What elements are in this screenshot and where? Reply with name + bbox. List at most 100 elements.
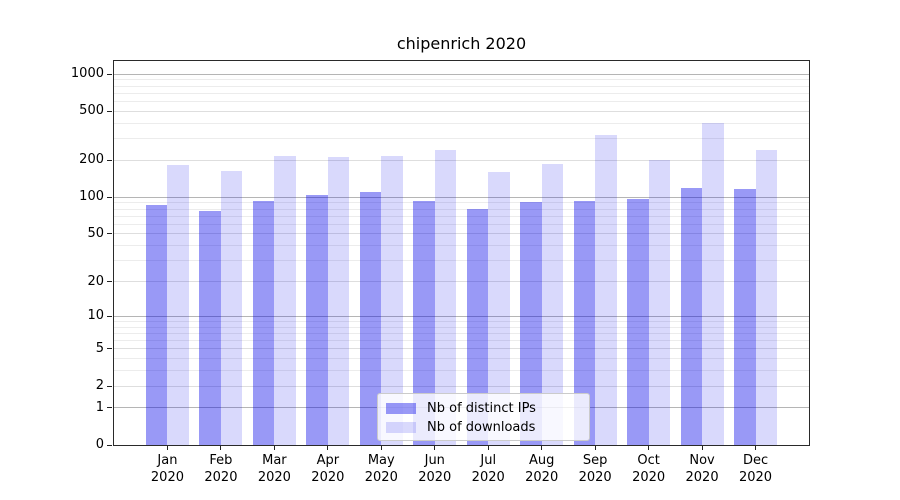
x-tick-mark [594, 446, 596, 450]
bar-distinct-ips-oct [627, 198, 649, 445]
bar-downloads-oct [648, 160, 671, 445]
legend-label-distinct-ips: Nb of distinct IPs [427, 401, 536, 416]
bar-downloads-jul [488, 172, 510, 445]
gridline-minor [114, 79, 809, 81]
x-tick-month: Mar [262, 453, 287, 468]
x-tick-mark [648, 446, 650, 450]
bar-distinct-ips-dec [734, 188, 756, 445]
x-tick-year: 2020 [418, 470, 452, 485]
x-tick-mark [166, 446, 168, 450]
bar-distinct-ips-apr [306, 195, 328, 445]
x-tick-mark [220, 446, 222, 450]
x-tick-year: 2020 [471, 470, 505, 485]
x-tick-mark [755, 446, 757, 450]
y-tick-label: 50 [87, 225, 104, 241]
gridline-minor [114, 332, 809, 334]
x-tick-label-may: May 2020 [349, 452, 413, 486]
bar-downloads-dec [755, 150, 778, 445]
x-tick-year: 2020 [364, 470, 398, 485]
gridline-minor [114, 215, 809, 217]
x-tick-year: 2020 [257, 470, 291, 485]
bar-downloads-jan [167, 165, 189, 445]
x-tick-mark [327, 446, 329, 450]
gridline-major [114, 196, 809, 198]
gridline-minor [114, 208, 809, 210]
x-tick-year: 2020 [685, 470, 719, 485]
legend-label-downloads: Nb of downloads [427, 420, 536, 435]
y-tick-label: 10 [87, 308, 104, 324]
gridline-minor [114, 101, 809, 103]
x-tick-year: 2020 [738, 470, 773, 485]
gridline-mid [114, 110, 809, 112]
y-tick-mark [107, 281, 112, 283]
gridline-minor [114, 340, 809, 342]
bar-downloads-mar [274, 155, 296, 445]
bar-distinct-ips-jan [145, 205, 168, 445]
y-tick-label: 1 [95, 399, 104, 415]
gridline-major [114, 315, 809, 317]
x-tick-label-jan: Jan 2020 [135, 452, 199, 486]
gridline-minor [114, 138, 809, 140]
gridline-minor [114, 370, 809, 372]
gridline-major [114, 73, 809, 75]
gridline-minor [114, 122, 809, 124]
x-tick-mark [380, 446, 382, 450]
y-tick-label: 5 [95, 340, 104, 356]
x-tick-month: Dec [742, 453, 769, 468]
x-tick-label-dec: Dec 2020 [724, 452, 788, 486]
bar-downloads-nov [702, 123, 724, 445]
x-tick-year: 2020 [578, 470, 612, 485]
x-tick-month: Oct [637, 453, 660, 468]
gridline-minor [114, 85, 809, 87]
y-tick-mark [107, 315, 112, 317]
x-tick-year: 2020 [525, 470, 559, 485]
x-tick-mark [541, 446, 543, 450]
plot-area: Nb of distinct IPs Nb of downloads [113, 60, 810, 446]
x-tick-month: Sep [582, 453, 608, 468]
x-tick-label-mar: Mar 2020 [242, 452, 306, 486]
gridline-mid [114, 385, 809, 387]
y-tick-label: 100 [79, 189, 104, 205]
y-tick-label: 1000 [70, 66, 104, 82]
bar-downloads-may [381, 155, 403, 445]
bar-downloads-aug [541, 163, 564, 445]
y-tick-mark [107, 159, 112, 161]
x-tick-label-nov: Nov 2020 [670, 452, 734, 486]
chart-title: chipenrich 2020 [396, 34, 527, 53]
y-tick-mark [107, 196, 112, 198]
x-tick-year: 2020 [150, 470, 184, 485]
bar-distinct-ips-jul [466, 209, 489, 445]
gridline-minor [114, 223, 809, 225]
bar-distinct-ips-mar [252, 201, 275, 445]
x-tick-month: Aug [528, 453, 555, 468]
gridline-minor [114, 358, 809, 360]
y-tick-mark [107, 348, 112, 350]
y-tick-label: 2 [95, 378, 104, 394]
y-tick-mark [107, 407, 112, 409]
x-tick-label-sep: Sep 2020 [563, 452, 627, 486]
bar-downloads-sep [595, 135, 617, 445]
x-tick-year: 2020 [204, 470, 238, 485]
gridline-mid [114, 281, 809, 283]
legend-swatch-distinct-ips [386, 403, 416, 414]
x-tick-month: Jun [424, 453, 445, 468]
y-tick-label: 20 [87, 273, 104, 289]
y-tick-mark [107, 385, 112, 387]
x-tick-label-oct: Oct 2020 [617, 452, 681, 486]
legend-swatch-downloads [386, 422, 416, 433]
legend: Nb of distinct IPs Nb of downloads [377, 393, 590, 441]
x-tick-month: Nov [689, 453, 715, 468]
x-tick-label-aug: Aug 2020 [510, 452, 574, 486]
x-tick-label-feb: Feb 2020 [189, 452, 253, 486]
y-tick-mark [107, 444, 112, 446]
gridline-minor [114, 326, 809, 328]
bar-distinct-ips-may [359, 192, 382, 445]
x-tick-month: Apr [316, 453, 340, 468]
x-tick-month: May [367, 453, 395, 468]
bar-distinct-ips-aug [520, 202, 542, 445]
bar-distinct-ips-feb [199, 210, 221, 445]
x-tick-year: 2020 [632, 470, 666, 485]
y-tick-mark [107, 110, 112, 112]
gridline-minor [114, 92, 809, 94]
x-tick-label-apr: Apr 2020 [296, 452, 360, 486]
